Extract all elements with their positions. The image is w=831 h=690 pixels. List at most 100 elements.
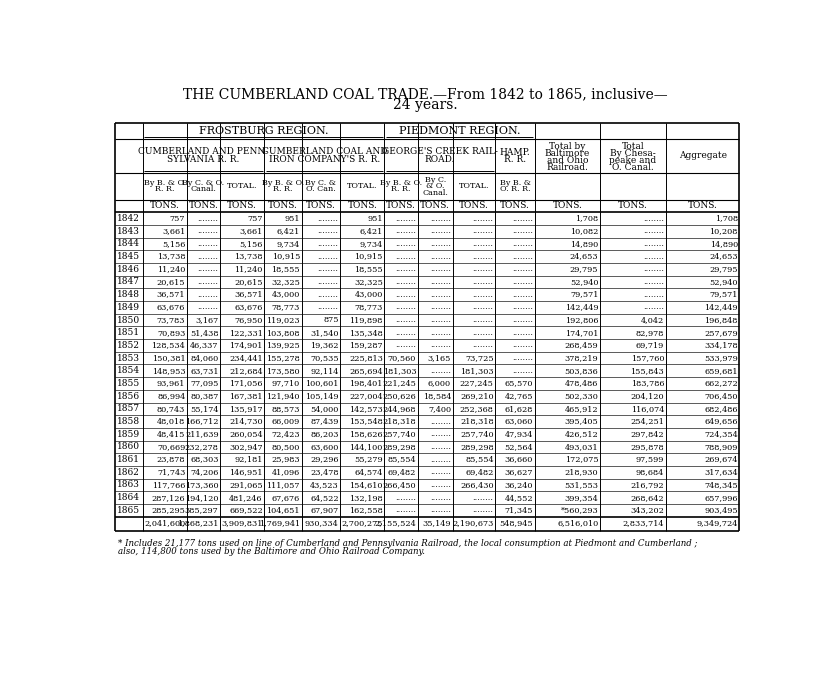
Text: ........: ........ xyxy=(396,265,416,273)
Text: 100,601: 100,601 xyxy=(305,380,339,388)
Text: ........: ........ xyxy=(430,227,451,235)
Text: 250,626: 250,626 xyxy=(382,392,416,400)
Text: 119,898: 119,898 xyxy=(350,316,383,324)
Text: 533,979: 533,979 xyxy=(704,354,738,362)
Text: 92,181: 92,181 xyxy=(234,455,263,464)
Text: ........: ........ xyxy=(430,443,451,451)
Text: TONS.: TONS. xyxy=(189,201,219,210)
Text: 70,560: 70,560 xyxy=(388,354,416,362)
Text: 1848: 1848 xyxy=(117,290,140,299)
Text: 121,940: 121,940 xyxy=(267,392,300,400)
Text: ........: ........ xyxy=(512,253,534,261)
Text: 157,760: 157,760 xyxy=(631,354,664,362)
Text: 399,354: 399,354 xyxy=(564,493,598,502)
Text: 84,060: 84,060 xyxy=(190,354,219,362)
Text: 11,240: 11,240 xyxy=(157,265,185,273)
Text: 73,725: 73,725 xyxy=(465,354,494,362)
Text: 268,459: 268,459 xyxy=(565,342,598,349)
Text: ........: ........ xyxy=(317,240,339,248)
Text: 951: 951 xyxy=(284,215,300,222)
Text: 724,354: 724,354 xyxy=(704,431,738,438)
Text: 657,996: 657,996 xyxy=(705,493,738,502)
Text: 31,540: 31,540 xyxy=(310,328,339,337)
Text: ........: ........ xyxy=(198,304,219,311)
Text: 2,833,714: 2,833,714 xyxy=(622,519,664,527)
Text: 2,700,275: 2,700,275 xyxy=(342,519,383,527)
Text: 48,018: 48,018 xyxy=(157,417,185,426)
Text: 158,626: 158,626 xyxy=(349,431,383,438)
Text: ........: ........ xyxy=(198,290,219,299)
Text: 10,915: 10,915 xyxy=(355,253,383,261)
Text: 52,564: 52,564 xyxy=(504,443,534,451)
Text: 192,806: 192,806 xyxy=(565,316,598,324)
Text: 478,486: 478,486 xyxy=(565,380,598,388)
Text: 65,570: 65,570 xyxy=(504,380,534,388)
Text: TONS.: TONS. xyxy=(150,201,179,210)
Text: & O.: & O. xyxy=(426,182,445,190)
Text: 13,738: 13,738 xyxy=(234,253,263,261)
Text: 218,930: 218,930 xyxy=(565,469,598,476)
Text: 173,580: 173,580 xyxy=(266,367,300,375)
Text: 142,449: 142,449 xyxy=(565,304,598,311)
Text: ........: ........ xyxy=(643,215,664,222)
Text: 1856: 1856 xyxy=(117,392,140,401)
Text: 7,400: 7,400 xyxy=(428,405,451,413)
Text: 757: 757 xyxy=(248,215,263,222)
Text: 266,450: 266,450 xyxy=(382,481,416,489)
Text: 216,792: 216,792 xyxy=(631,481,664,489)
Text: 97,599: 97,599 xyxy=(636,455,664,464)
Text: 317,634: 317,634 xyxy=(704,469,738,476)
Text: 548,945: 548,945 xyxy=(499,519,534,527)
Text: 162,558: 162,558 xyxy=(349,506,383,514)
Text: 1853: 1853 xyxy=(117,353,140,362)
Text: ........: ........ xyxy=(473,342,494,349)
Text: 70,535: 70,535 xyxy=(310,354,339,362)
Text: 6,516,010: 6,516,010 xyxy=(557,519,598,527)
Text: 287,126: 287,126 xyxy=(151,493,185,502)
Text: Canal.: Canal. xyxy=(190,186,216,193)
Text: 61,628: 61,628 xyxy=(505,405,534,413)
Text: 172,075: 172,075 xyxy=(565,455,598,464)
Text: 14,890: 14,890 xyxy=(710,240,738,248)
Text: ........: ........ xyxy=(430,316,451,324)
Text: 135,348: 135,348 xyxy=(349,328,383,337)
Text: 6,421: 6,421 xyxy=(360,227,383,235)
Text: R. R.: R. R. xyxy=(155,186,175,193)
Text: ........: ........ xyxy=(396,328,416,337)
Text: 2,190,673: 2,190,673 xyxy=(452,519,494,527)
Text: 153,548: 153,548 xyxy=(349,417,383,426)
Text: 36,240: 36,240 xyxy=(504,481,534,489)
Text: ........: ........ xyxy=(473,227,494,235)
Text: 265,694: 265,694 xyxy=(349,367,383,375)
Text: 3,165: 3,165 xyxy=(428,354,451,362)
Text: Baltimore: Baltimore xyxy=(544,149,590,158)
Text: 266,430: 266,430 xyxy=(460,481,494,489)
Text: GEORGE'S CREEK RAIL-: GEORGE'S CREEK RAIL- xyxy=(382,147,498,156)
Text: 757: 757 xyxy=(170,215,185,222)
Text: TONS.: TONS. xyxy=(553,201,583,210)
Text: 77,095: 77,095 xyxy=(190,380,219,388)
Text: 1847: 1847 xyxy=(117,277,140,286)
Text: 146,951: 146,951 xyxy=(229,469,263,476)
Text: 29,296: 29,296 xyxy=(310,455,339,464)
Text: 23,478: 23,478 xyxy=(310,469,339,476)
Text: 875: 875 xyxy=(323,316,339,324)
Text: 6,000: 6,000 xyxy=(428,380,451,388)
Text: 166,712: 166,712 xyxy=(185,417,219,426)
Text: 5,156: 5,156 xyxy=(162,240,185,248)
Text: 148,953: 148,953 xyxy=(151,367,185,375)
Text: 24,653: 24,653 xyxy=(709,253,738,261)
Text: ........: ........ xyxy=(512,240,534,248)
Text: 6,421: 6,421 xyxy=(277,227,300,235)
Text: 682,486: 682,486 xyxy=(705,405,738,413)
Text: 194,120: 194,120 xyxy=(185,493,219,502)
Text: ........: ........ xyxy=(473,506,494,514)
Text: 252,368: 252,368 xyxy=(460,405,494,413)
Text: 103,808: 103,808 xyxy=(267,328,300,337)
Text: 55,279: 55,279 xyxy=(354,455,383,464)
Text: 63,600: 63,600 xyxy=(310,443,339,451)
Text: 20,615: 20,615 xyxy=(157,278,185,286)
Text: 426,512: 426,512 xyxy=(564,431,598,438)
Text: 493,031: 493,031 xyxy=(565,443,598,451)
Text: 1842: 1842 xyxy=(117,214,140,223)
